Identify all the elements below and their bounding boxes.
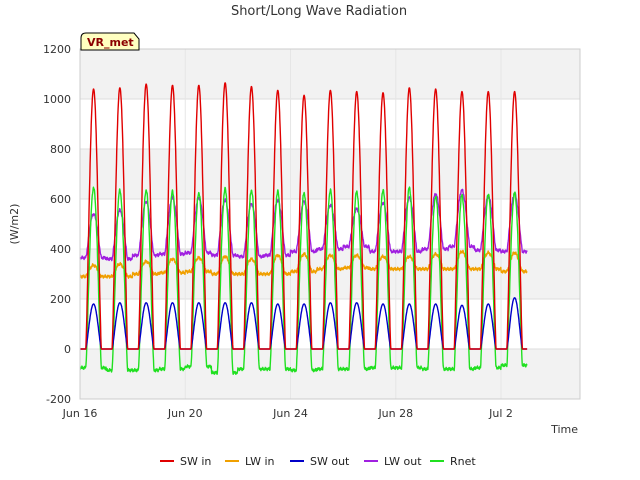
series-line-lw-in — [79, 249, 528, 279]
station-badge: VR_met — [80, 32, 140, 51]
y-tick-label: 800 — [50, 143, 71, 156]
plot-frame — [79, 48, 581, 400]
legend-entry: LW in — [245, 455, 275, 468]
y-tick-label: -200 — [46, 393, 71, 406]
legend-entry: SW out — [310, 455, 350, 468]
y-tick-label: 600 — [50, 193, 71, 206]
x-tick-label: Jun 28 — [377, 407, 413, 420]
axes — [79, 48, 581, 400]
y-tick-label: 1200 — [43, 43, 71, 56]
legend-entry: Rnet — [450, 455, 476, 468]
legend-entry: LW out — [384, 455, 422, 468]
chart-title: Short/Long Wave Radiation — [231, 4, 407, 19]
x-tick-label: Jun 16 — [62, 407, 98, 420]
station-badge-box — [80, 32, 140, 51]
y-tick-label: 400 — [50, 243, 71, 256]
y-tick-label: 0 — [64, 343, 71, 356]
y-tick-label: 200 — [50, 293, 71, 306]
series-line-lw-out — [79, 188, 528, 262]
x-tick-label: Jun 20 — [167, 407, 203, 420]
y-axis-label: (W/m2) — [8, 204, 21, 245]
y-tick-label: 1000 — [43, 93, 71, 106]
station-badge-text: VR_met — [87, 36, 134, 49]
y-tick-labels: -200 0 200 400 600 800 1000 1200 — [43, 43, 71, 406]
x-axis-label: Time — [550, 423, 578, 436]
legend: SW in LW in SW out LW out Rnet — [160, 455, 476, 468]
x-tick-label: Jun 24 — [272, 407, 308, 420]
plot-band — [80, 99, 580, 149]
plot-area — [80, 49, 580, 399]
series-line-rnet — [79, 186, 528, 375]
series-layer — [79, 82, 528, 375]
plot-band — [80, 299, 580, 349]
plot-band — [80, 349, 580, 399]
legend-entry: SW in — [180, 455, 211, 468]
x-tick-labels: Jun 16 Jun 20 Jun 24 Jun 28 Jul 2 — [62, 407, 513, 420]
x-tick-label: Jul 2 — [488, 407, 513, 420]
series-line-sw-in — [79, 82, 528, 350]
